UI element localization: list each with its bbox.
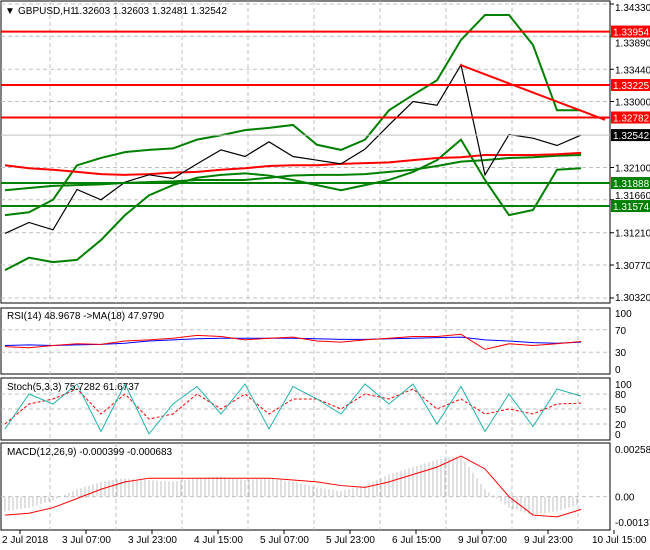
y-tick-label: 70 (615, 326, 627, 337)
y-tick-label: -0.001376 (615, 518, 650, 529)
level-label: 1.32782 (613, 113, 650, 124)
y-tick-label: 100 (615, 380, 632, 391)
symbol-label: GBPUSD,H1 (18, 6, 76, 17)
y-tick-label: 80 (615, 390, 627, 401)
x-tick-label: 9 Jul 23:00 (524, 535, 573, 546)
dropdown-triangle-icon[interactable]: ▼ (5, 6, 15, 17)
trend-line (459, 63, 606, 121)
stoch-main-line (4, 382, 582, 435)
y-tick-label: 1.30320 (615, 293, 650, 304)
y-tick-label: 0.00 (615, 493, 635, 504)
price-tag (611, 25, 650, 38)
x-tick-label: 4 Jul 15:00 (194, 535, 243, 546)
current-price-label: 1.32542 (613, 131, 650, 142)
macd-signal-line (4, 455, 582, 518)
y-tick-label: 1.33440 (615, 65, 650, 76)
price-tag (611, 200, 650, 213)
x-tick-label: 6 Jul 15:00 (392, 535, 441, 546)
y-tick-label: 0 (615, 430, 621, 441)
panel-frame-3 (0, 442, 611, 531)
y-tick-label: 1.32100 (615, 163, 650, 174)
level-label: 1.31574 (613, 202, 650, 213)
level-label: 1.33225 (613, 81, 650, 92)
level-label: 1.33954 (613, 28, 650, 39)
stoch-title: Stoch(5,3,3) 75.7282 61.6737 (7, 382, 140, 393)
rsi-line (4, 333, 582, 350)
x-tick-label: 10 Jul 15:00 (592, 535, 647, 546)
price-line (4, 63, 582, 235)
y-tick-label: 1.33890 (615, 38, 650, 49)
macd-title: MACD(12,26,9) -0.000399 -0.000683 (7, 447, 173, 458)
y-tick-label: 0.002583 (615, 445, 650, 456)
y-tick-label: 1.31210 (615, 229, 650, 240)
stoch-signal-line (4, 388, 582, 425)
x-tick-label: 5 Jul 07:00 (260, 535, 309, 546)
panel-frame-1 (0, 307, 611, 375)
y-tick-label: 50 (615, 405, 627, 416)
x-tick-label: 2 Jul 2018 (2, 535, 49, 546)
y-tick-label: 1.31660 (615, 191, 650, 202)
y-tick-label: 1.30770 (615, 261, 650, 272)
moving-average-red (4, 151, 582, 176)
panel-frame-0 (0, 0, 611, 304)
y-tick-label: 30 (615, 348, 627, 359)
price-tag (611, 111, 650, 124)
x-tick-label: 5 Jul 23:00 (326, 535, 375, 546)
level-label: 1.31888 (613, 179, 650, 190)
current-price-tag (611, 129, 650, 142)
y-tick-label: 20 (615, 420, 627, 431)
price-tag (611, 79, 650, 92)
ohlc-readout: 1.32603 1.32603 1.32481 1.32542 (74, 6, 227, 17)
rsi-title: RSI(14) 48.9678 ->MA(18) 47.9790 (7, 311, 164, 322)
x-tick-label: 9 Jul 07:00 (458, 535, 507, 546)
x-tick-label: 3 Jul 23:00 (128, 535, 177, 546)
y-tick-label: 1.34330 (615, 3, 650, 14)
bollinger-upper (4, 13, 581, 217)
y-tick-label: 1.33000 (615, 98, 650, 109)
bollinger-lower (4, 138, 582, 272)
price-tag (611, 177, 650, 190)
moving-average-green (4, 154, 582, 192)
y-tick-label: 0 (615, 365, 621, 376)
y-tick-label: 100 (615, 309, 632, 320)
x-tick-label: 3 Jul 07:00 (62, 535, 111, 546)
